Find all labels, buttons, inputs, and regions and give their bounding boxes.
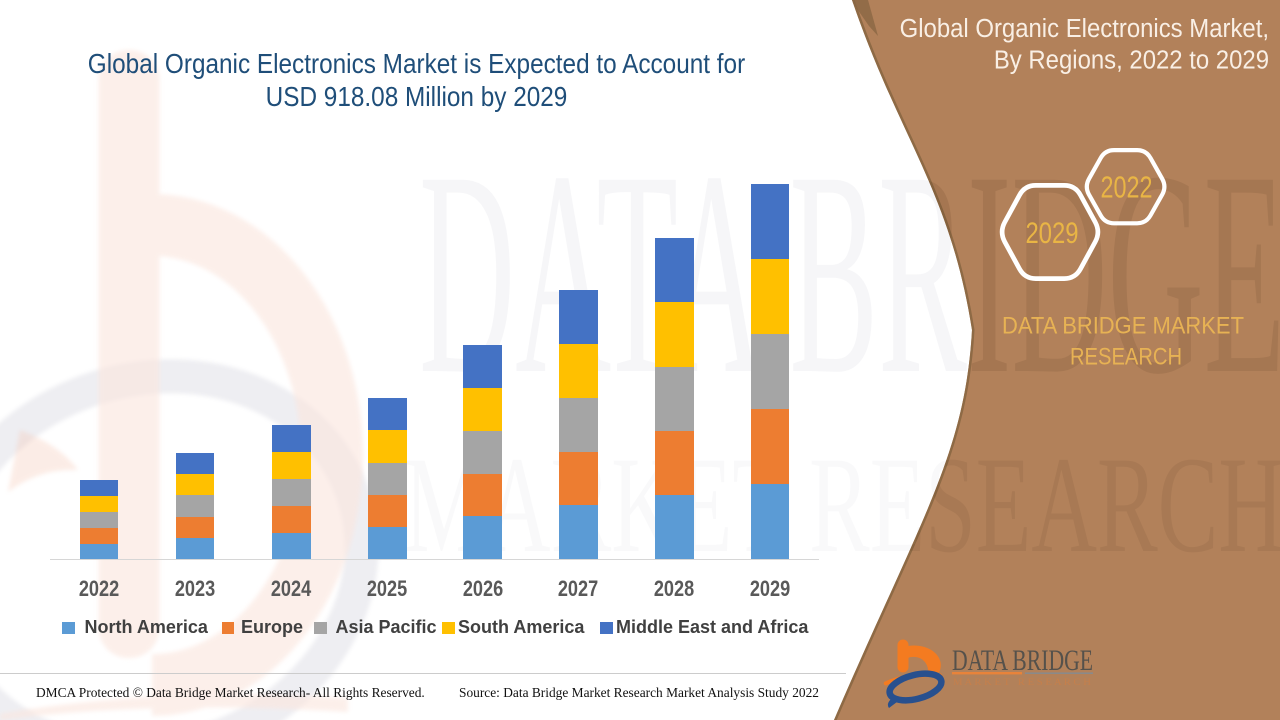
svg-text:Global Organic Electronics Mar: Global Organic Electronics Market,: [900, 14, 1269, 43]
svg-text:DATA BRIDGE: DATA BRIDGE: [952, 644, 1093, 677]
svg-text:2029: 2029: [1026, 217, 1079, 250]
svg-text:DATA BRIDGE MARKET: DATA BRIDGE MARKET: [1002, 313, 1244, 340]
svg-text:RESEARCH: RESEARCH: [1070, 344, 1182, 371]
svg-text:2022: 2022: [1101, 170, 1153, 205]
svg-text:By Regions, 2022 to 2029: By Regions, 2022 to 2029: [994, 46, 1269, 75]
svg-text:MARKET RESEARCH: MARKET RESEARCH: [404, 428, 1280, 581]
svg-text:M A R K E T R E S E A R C H: M A R K E T R E S E A R C H: [953, 677, 1092, 687]
